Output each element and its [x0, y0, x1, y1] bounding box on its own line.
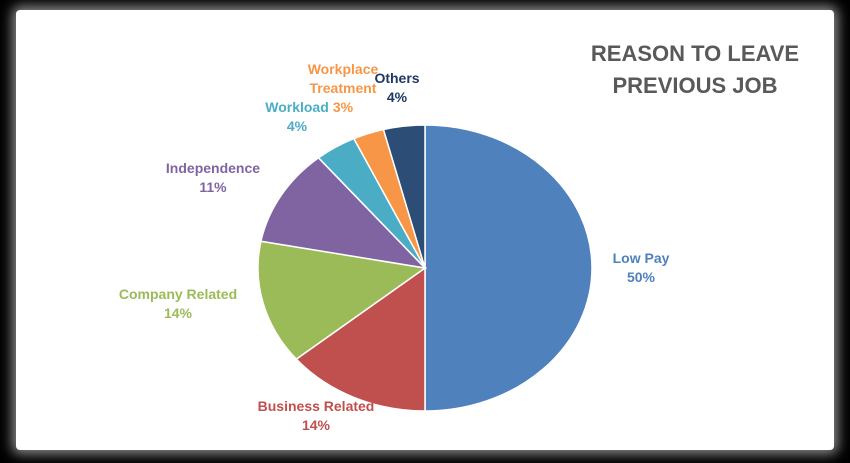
value-label: 4% [286, 118, 308, 134]
data-label: Independence 11% [138, 159, 288, 197]
category-label: Low Pay [612, 250, 670, 266]
chart-title: REASON TO LEAVE PREVIOUS JOB [590, 41, 800, 98]
category-label: Others [374, 70, 420, 86]
pie-slice [424, 124, 593, 412]
value-label: 4% [386, 89, 408, 105]
pie-slice [260, 156, 428, 270]
category-label: Company Related [118, 286, 238, 302]
data-label: Business Related 14% [236, 397, 396, 435]
pie-slice [382, 124, 426, 269]
pie-slice [257, 240, 427, 361]
category-label: Workload [265, 99, 329, 115]
data-label: Others 4% [367, 69, 427, 107]
value-label: 11% [199, 179, 227, 195]
data-label: Low Pay 50% [581, 249, 701, 287]
value-label: 50% [626, 269, 656, 285]
value-label: 14% [301, 417, 331, 433]
value-label: 14% [163, 305, 193, 321]
data-label: Workplace Treatment 3% [298, 60, 388, 117]
category-label: Workplace Treatment [307, 61, 379, 96]
value-label: 3% [332, 99, 354, 115]
pie-slice [295, 266, 426, 412]
data-label: Company Related 14% [93, 285, 263, 323]
category-label: Business Related [257, 398, 375, 414]
data-label: Workload 4% [252, 98, 342, 136]
category-label: Independence [165, 160, 261, 176]
